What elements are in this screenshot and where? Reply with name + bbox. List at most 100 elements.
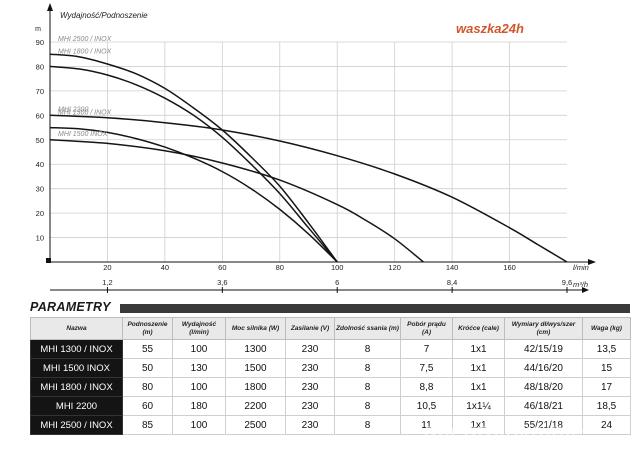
y-unit-label: m	[35, 26, 41, 33]
table-cell: 42/15/19	[504, 339, 583, 359]
table-cell: 17	[582, 377, 631, 397]
series-line-2	[49, 65, 338, 263]
table-cell: 8,8	[400, 377, 453, 397]
table-cell: 18,5	[582, 396, 631, 416]
table-cell: 1x1	[452, 358, 505, 378]
table-cell: 100	[172, 339, 226, 359]
table-row: MHI 2200 60 180 2200 230 8 10,5 1x1¼ 46/18/21 18,…	[30, 396, 631, 416]
y-tick-label-50: 50	[36, 136, 44, 145]
table-row: MHI 2500 / INOX 85 100 2500 230 8 11 1x1 55/21/1…	[30, 415, 631, 435]
table-cell: 8	[334, 396, 401, 416]
x2-tick-label-180: 9,6	[562, 278, 572, 287]
model-name-cell: MHI 1800 / INOX	[30, 377, 123, 397]
table-cell: 44/16/20	[504, 358, 583, 378]
table-cell: 85	[122, 415, 173, 435]
params-header-6: Pobór prądu (A)	[400, 317, 453, 340]
series-label-3: MHI 2200	[58, 106, 88, 113]
y-axis-title: Wydajność/Podnoszenie	[60, 11, 148, 20]
table-cell: 48/18/20	[504, 377, 583, 397]
params-header-bar: PARAMETRY	[30, 300, 630, 315]
y-tick-label-40: 40	[36, 160, 44, 169]
y-tick-label-70: 70	[36, 87, 44, 96]
table-cell: 11	[400, 415, 453, 435]
y-tick-label-90: 90	[36, 38, 44, 47]
x2-unit-label: m³/h	[573, 280, 588, 289]
table-cell: 2500	[225, 415, 286, 435]
params-header-7: Króćce (cale)	[452, 317, 505, 340]
table-cell: 1x1	[452, 415, 505, 435]
table-cell: 8	[334, 339, 401, 359]
x-axis-arrow	[588, 259, 596, 265]
table-cell: 8	[334, 415, 401, 435]
y-tick-label-80: 80	[36, 62, 44, 71]
brand-label: waszka24h	[456, 21, 524, 36]
params-header-0: Nazwa	[30, 317, 123, 340]
model-name-cell: MHI 1300 / INOX	[30, 339, 123, 359]
table-cell: 24	[582, 415, 631, 435]
x-tick-label-80: 80	[276, 263, 284, 272]
table-cell: 230	[285, 415, 335, 435]
series-label-1: MHI 2500 / INOX	[58, 36, 112, 43]
params-header-row: Nazwa Podnoszenie (m) Wydajność (l/min) Moc…	[30, 317, 631, 340]
table-cell: 230	[285, 377, 335, 397]
params-header-4: Zasilanie (V)	[285, 317, 335, 340]
params-header-5: Zdolność ssania (m)	[334, 317, 401, 340]
table-cell: 13,5	[582, 339, 631, 359]
table-cell: 15	[582, 358, 631, 378]
x-tick-label-120: 120	[388, 263, 401, 272]
model-name-cell: MHI 2500 / INOX	[30, 415, 123, 435]
x-tick-label-40: 40	[161, 263, 169, 272]
chart-labels: 10 20 30 40 50 60 70 80 90 20 40 60 80 100 120 140 160 1,…	[35, 11, 589, 289]
x-tick-label-140: 140	[446, 263, 459, 272]
table-cell: 1x1	[452, 377, 505, 397]
table-cell: 100	[172, 415, 226, 435]
params-header-2: Wydajność (l/min)	[172, 317, 226, 340]
table-cell: 55/21/18	[504, 415, 583, 435]
x2-axis-arrow	[582, 287, 589, 293]
x2-tick-label-140: 8,4	[447, 278, 457, 287]
chart-series	[49, 53, 568, 263]
table-cell: 230	[285, 396, 335, 416]
table-cell: 1300	[225, 339, 286, 359]
params-body: MHI 1300 / INOX 55 100 1300 230 8 7 1x1 42/15/19…	[30, 339, 631, 435]
table-cell: 8	[334, 358, 401, 378]
y-axis-arrow	[47, 3, 53, 11]
table-cell: 60	[122, 396, 173, 416]
series-line-4	[49, 126, 338, 263]
table-cell: 10,5	[400, 396, 453, 416]
table-cell: 50	[122, 358, 173, 378]
table-cell: 8	[334, 377, 401, 397]
y-tick-label-20: 20	[36, 209, 44, 218]
y-tick-label-10: 10	[36, 234, 44, 243]
table-cell: 230	[285, 339, 335, 359]
y-tick-label-60: 60	[36, 111, 44, 120]
params-header-stripe	[120, 304, 630, 313]
table-cell: 7,5	[400, 358, 453, 378]
table-cell: 55	[122, 339, 173, 359]
x-tick-label-60: 60	[218, 263, 226, 272]
model-name-cell: MHI 1500 INOX	[30, 358, 123, 378]
params-table: Nazwa Podnoszenie (m) Wydajność (l/min) Moc…	[30, 317, 631, 435]
table-row: MHI 1500 INOX 50 130 1500 230 8 7,5 1x1 44/16/20…	[30, 358, 631, 378]
table-cell: 180	[172, 396, 226, 416]
table-cell: 2200	[225, 396, 286, 416]
y-tick-label-30: 30	[36, 185, 44, 194]
table-cell: 130	[172, 358, 226, 378]
table-row: MHI 1800 / INOX 80 100 1800 230 8 8,8 1x1 48/18/…	[30, 377, 631, 397]
x-tick-label-160: 160	[503, 263, 516, 272]
params-title: PARAMETRY	[30, 300, 119, 314]
chart-axes	[46, 3, 596, 293]
params-header-3: Moc silnika (W)	[225, 317, 286, 340]
series-label-2: MHI 1800 / INOX	[58, 48, 112, 55]
series-label-4: MHI 1300 / INOX	[58, 110, 112, 117]
table-row: MHI 1300 / INOX 55 100 1300 230 8 7 1x1 42/15/19…	[30, 339, 631, 359]
chart-grid	[50, 41, 567, 262]
x-tick-label-100: 100	[331, 263, 344, 272]
series-line-3	[49, 114, 568, 263]
pump-curves-chart: 10 20 30 40 50 60 70 80 90 20 40 60 80 100 120 140 160 1,…	[35, 3, 596, 293]
table-cell: 1800	[225, 377, 286, 397]
x2-tick-label-60: 3,6	[217, 278, 227, 287]
x2-tick-label-100: 6	[335, 278, 339, 287]
table-cell: 1500	[225, 358, 286, 378]
series-line-1	[49, 53, 338, 263]
